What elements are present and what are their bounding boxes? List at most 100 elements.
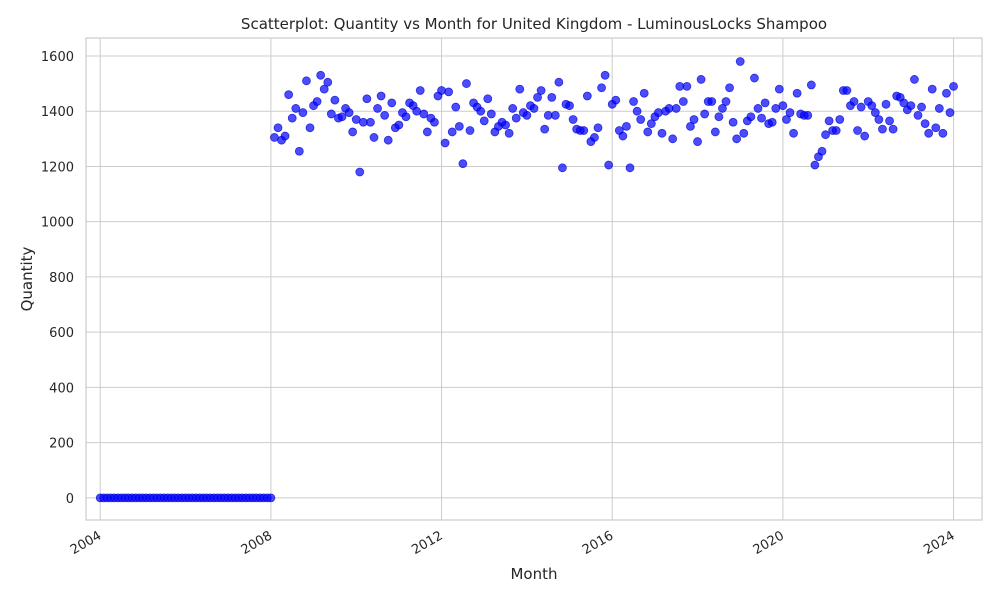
data-point	[266, 493, 276, 503]
data-point	[924, 128, 934, 138]
data-point	[725, 83, 734, 93]
y-tick-label: 400	[49, 381, 74, 396]
data-point	[721, 97, 731, 106]
data-point	[906, 101, 916, 111]
data-point	[454, 121, 464, 131]
data-point	[678, 97, 688, 106]
data-point	[582, 91, 592, 101]
data-point	[369, 133, 379, 142]
data-point	[821, 130, 830, 140]
data-point	[540, 124, 550, 134]
data-point	[280, 131, 290, 141]
data-point	[319, 84, 329, 94]
data-point	[302, 76, 311, 86]
x-tick-label: 2020	[751, 528, 787, 558]
data-point	[284, 90, 294, 100]
data-point	[451, 102, 461, 112]
data-point	[483, 94, 493, 104]
data-point	[917, 102, 926, 112]
data-point	[910, 75, 919, 84]
data-point	[600, 70, 610, 80]
y-tick-label: 200	[49, 437, 74, 452]
data-point	[291, 104, 301, 113]
data-point	[440, 138, 450, 148]
data-point	[881, 99, 891, 109]
data-point	[785, 108, 795, 117]
data-point	[938, 128, 948, 138]
data-point	[273, 123, 283, 133]
data-point	[486, 109, 496, 119]
data-point	[597, 83, 606, 93]
data-point	[707, 97, 717, 106]
data-point	[870, 108, 880, 117]
data-point	[529, 104, 539, 113]
data-point	[622, 121, 631, 131]
data-point	[305, 123, 315, 133]
x-axis-label: Month	[510, 565, 557, 583]
data-point	[533, 92, 542, 102]
chart-title: Scatterplot: Quantity vs Month for Unite…	[241, 15, 827, 33]
data-point	[774, 84, 784, 94]
y-tick-label: 1600	[41, 50, 74, 65]
data-point	[611, 95, 621, 105]
data-point	[458, 159, 468, 169]
data-point	[835, 115, 845, 124]
data-point	[501, 120, 510, 130]
data-point	[860, 131, 870, 141]
data-point	[508, 104, 518, 113]
data-point	[401, 112, 411, 122]
data-point	[817, 146, 827, 156]
data-point	[810, 160, 820, 170]
data-point	[536, 86, 546, 95]
data-point	[885, 116, 894, 126]
x-tick-label: 2004	[68, 528, 104, 558]
x-tick-label: 2012	[409, 528, 445, 558]
data-point	[782, 115, 791, 124]
data-points	[95, 57, 958, 503]
data-point	[366, 117, 375, 127]
data-point	[380, 110, 390, 120]
data-point	[639, 88, 649, 98]
data-point	[422, 127, 432, 137]
data-point	[686, 121, 695, 131]
data-point	[668, 134, 678, 144]
y-tick-label: 1200	[41, 160, 74, 175]
data-point	[465, 126, 475, 135]
data-point	[430, 117, 439, 127]
data-point	[511, 113, 521, 123]
data-point	[671, 104, 681, 113]
x-ticks: 2004 2008 2012 2016 2020 2024	[68, 528, 957, 558]
y-tick-label: 1400	[41, 105, 74, 120]
data-point	[326, 109, 336, 119]
data-point	[383, 135, 393, 145]
data-point	[867, 101, 877, 111]
data-point	[878, 124, 887, 134]
data-point	[373, 104, 382, 113]
data-point	[355, 167, 365, 177]
data-point	[476, 106, 486, 116]
data-point	[654, 108, 663, 117]
data-point	[750, 73, 759, 83]
data-point	[710, 127, 720, 137]
data-point	[682, 81, 692, 91]
data-point	[700, 109, 710, 119]
data-point	[806, 80, 816, 90]
data-point	[415, 86, 425, 95]
data-point	[618, 131, 628, 141]
data-point	[732, 134, 742, 144]
data-point	[632, 106, 642, 116]
data-point	[646, 119, 656, 129]
data-point	[714, 112, 724, 122]
data-point	[330, 95, 340, 105]
data-point	[462, 79, 471, 88]
data-point	[604, 160, 614, 170]
y-tick-label: 0	[66, 492, 74, 507]
data-point	[550, 110, 560, 120]
x-tick-label: 2008	[239, 528, 275, 558]
grid	[86, 38, 982, 520]
data-point	[913, 110, 923, 120]
data-point	[565, 101, 574, 111]
data-point	[593, 123, 603, 133]
data-point	[387, 98, 397, 108]
